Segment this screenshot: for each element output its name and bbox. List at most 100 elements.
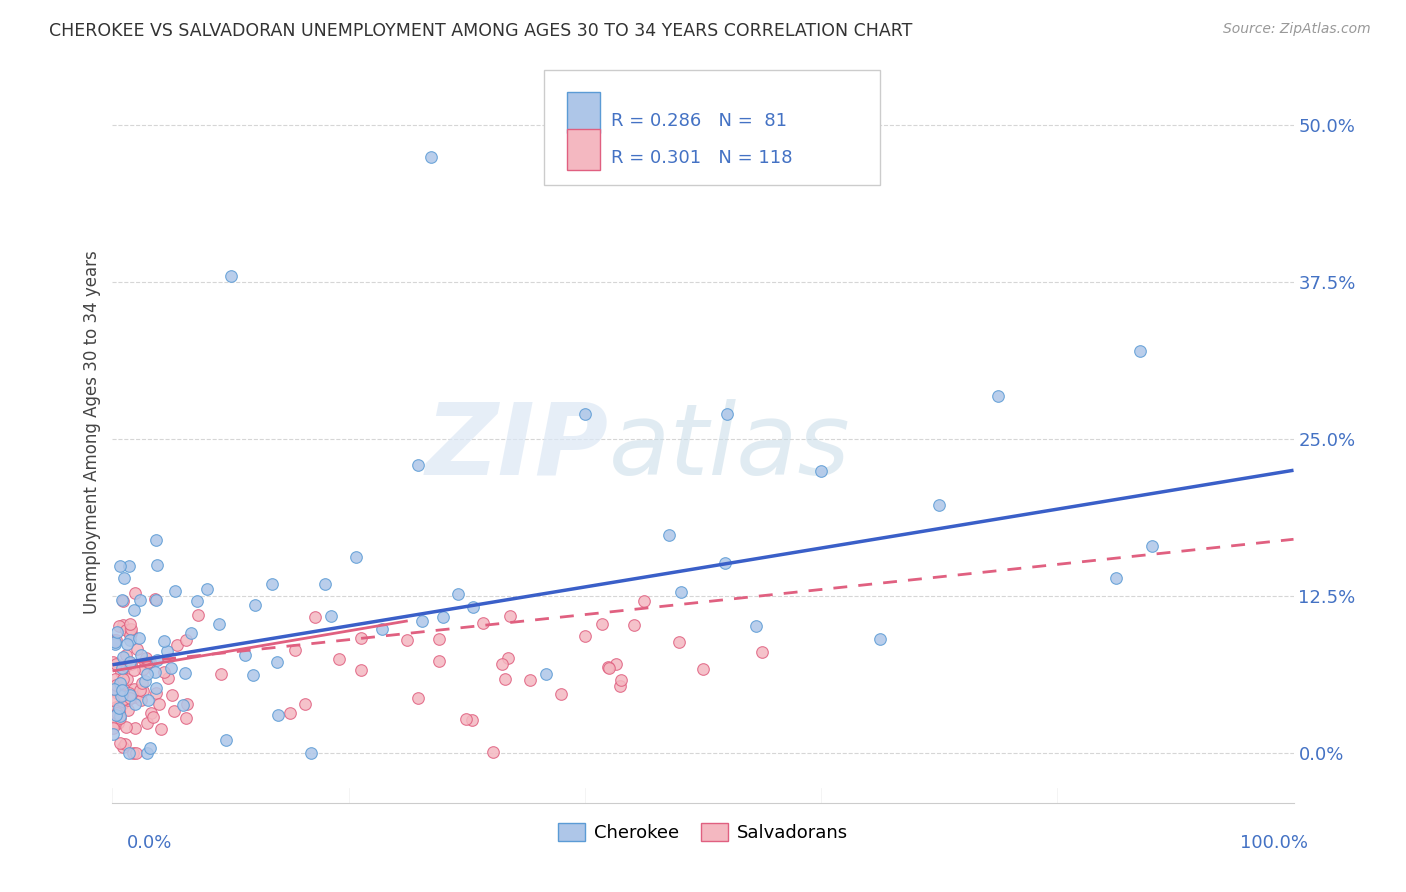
Point: [103, 721, 125, 735]
Point: [243, 599, 266, 613]
Point: [134, 655, 156, 669]
Point: [187, 608, 209, 623]
Point: [499, 609, 522, 624]
Point: [598, 660, 620, 674]
FancyBboxPatch shape: [544, 70, 880, 185]
Point: [321, 609, 343, 624]
Point: [110, 683, 132, 698]
Point: [114, 648, 136, 662]
Point: [118, 632, 141, 647]
Point: [494, 673, 516, 687]
Point: [108, 699, 131, 714]
Text: 100.0%: 100.0%: [1240, 834, 1308, 852]
Point: [110, 676, 132, 690]
Point: [745, 619, 768, 633]
Point: [105, 624, 128, 639]
Point: [131, 676, 153, 690]
Point: [103, 655, 125, 669]
Point: [112, 617, 135, 632]
Point: [125, 746, 148, 760]
Point: [103, 727, 125, 741]
Point: [114, 737, 136, 751]
FancyBboxPatch shape: [567, 129, 600, 169]
Point: [103, 715, 125, 730]
Point: [128, 683, 150, 698]
Point: [669, 585, 692, 599]
Point: [623, 617, 645, 632]
Point: [103, 682, 125, 697]
Point: [145, 533, 167, 547]
Point: [105, 686, 128, 700]
Point: [115, 637, 138, 651]
Point: [150, 722, 173, 736]
Point: [127, 642, 149, 657]
Point: [260, 576, 283, 591]
Point: [107, 701, 129, 715]
Point: [111, 650, 134, 665]
Point: [101, 692, 124, 706]
Point: [108, 619, 131, 633]
Point: [1129, 344, 1152, 359]
Text: ZIP: ZIP: [426, 399, 609, 496]
Point: [233, 648, 256, 663]
Y-axis label: Unemployment Among Ages 30 to 34 years: Unemployment Among Ages 30 to 34 years: [83, 251, 101, 615]
Point: [869, 632, 891, 646]
Point: [104, 703, 127, 717]
Point: [111, 688, 134, 702]
Point: [519, 673, 541, 687]
Point: [118, 689, 141, 703]
Point: [174, 665, 197, 680]
Point: [456, 712, 478, 726]
Point: [145, 685, 167, 699]
Point: [461, 713, 484, 727]
Point: [103, 632, 125, 647]
Point: [103, 681, 125, 695]
Point: [350, 631, 373, 645]
Point: [108, 558, 131, 573]
Point: [810, 464, 832, 478]
Point: [176, 633, 198, 648]
Point: [610, 673, 633, 687]
Point: [1140, 539, 1163, 553]
Point: [145, 681, 167, 696]
Point: [111, 697, 134, 711]
Point: [110, 689, 132, 703]
Point: [1105, 571, 1128, 585]
Point: [129, 692, 152, 706]
Point: [668, 635, 690, 649]
Point: [294, 697, 316, 711]
Point: [135, 716, 157, 731]
Point: [152, 665, 174, 679]
Point: [344, 549, 367, 564]
Point: [427, 632, 450, 646]
Point: [122, 603, 145, 617]
Point: [124, 690, 146, 704]
Legend: Cherokee, Salvadorans: Cherokee, Salvadorans: [551, 815, 855, 849]
Point: [120, 617, 142, 632]
Point: [104, 635, 127, 649]
Point: [328, 652, 350, 666]
Point: [166, 638, 188, 652]
Point: [219, 268, 242, 283]
Point: [159, 661, 181, 675]
Point: [215, 732, 238, 747]
Point: [111, 681, 134, 695]
Point: [135, 650, 157, 665]
Point: [135, 746, 157, 760]
Point: [157, 671, 180, 685]
Text: R = 0.301   N = 118: R = 0.301 N = 118: [610, 149, 793, 167]
Point: [128, 593, 150, 607]
Point: [131, 684, 153, 698]
Text: 0.0%: 0.0%: [127, 834, 172, 852]
Point: [124, 721, 146, 735]
Point: [145, 593, 167, 607]
Point: [117, 686, 139, 700]
Point: [104, 708, 127, 723]
Point: [104, 657, 127, 672]
Point: [266, 655, 288, 669]
Point: [110, 665, 132, 680]
Point: [118, 746, 141, 760]
Point: [110, 709, 132, 723]
Point: [472, 615, 495, 630]
Point: [314, 576, 336, 591]
